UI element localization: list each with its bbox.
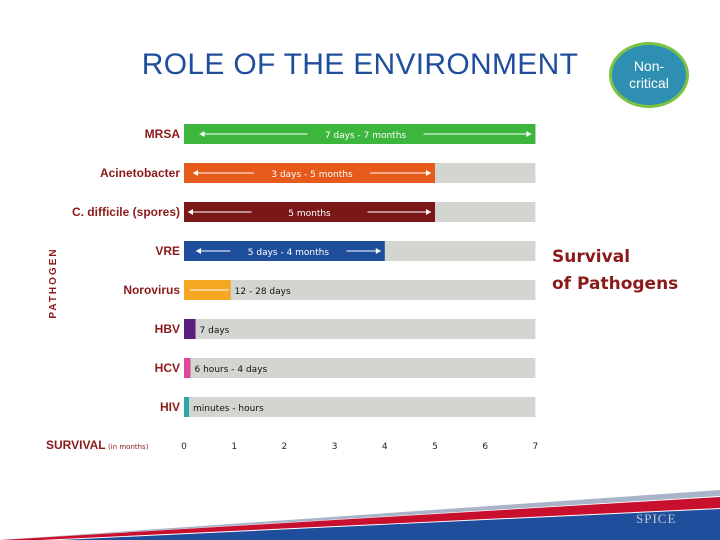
noncritical-badge: Non-critical [609,42,689,108]
label-bg [254,167,371,179]
arrowhead-left [188,209,193,215]
x-tick-label: 1 [231,442,237,452]
label-bg [230,245,347,257]
bar-data-label: minutes - hours [193,404,264,414]
y-axis-label: PATHOGEN [48,247,59,318]
arrowhead-left [199,131,205,137]
stripe-red [0,497,720,540]
x-axis-label: SURVIVAL [46,438,106,452]
chart-title-line2: of Pathogens [552,274,678,294]
track-6 [184,358,536,378]
bar-5 [184,319,196,339]
bar-data-label: 12 - 28 days [235,287,291,297]
label-bg [307,128,424,140]
track-7 [184,397,536,417]
x-tick-label: 7 [533,442,539,452]
bar-7 [184,397,189,417]
arrowhead-left [196,248,202,254]
arrowhead-right [375,248,381,254]
arrowhead-left [193,170,199,176]
x-tick-label: 2 [282,442,288,452]
slide-title: ROLE OF THE ENVIRONMENT [141,48,579,81]
chart-title-line1: Survival [552,247,630,267]
corner-stripes [0,490,720,540]
x-tick-label: 6 [482,442,488,452]
bar-data-label: 5 days - 4 months [248,248,330,258]
x-tick-label: 0 [181,442,187,452]
track-4 [184,280,536,300]
pathogen-label: HBV [155,322,180,336]
bar-data-label: 5 months [288,209,331,219]
bar-data-label: 6 hours - 4 days [195,365,268,375]
x-tick-label: 4 [382,442,388,452]
label-bg [251,206,368,218]
pathogen-label: Acinetobacter [100,166,180,180]
x-tick-label: 5 [432,442,438,452]
x-axis-label-note: (in months) [108,443,149,451]
pathogen-label: HIV [160,400,180,414]
arrowhead-right [426,209,431,215]
arrowhead-right [426,170,431,176]
x-tick-label: 3 [332,442,338,452]
bar-data-label: 3 days - 5 months [271,170,353,180]
arrowhead-right [526,131,532,137]
pathogen-label: Norovirus [123,283,180,297]
bar-data-label: 7 days [200,326,230,336]
pathogen-label: C. difficile (spores) [72,205,180,219]
pathogen-label: HCV [155,361,180,375]
spice-watermark-logo: SPICE [636,511,677,526]
pathogen-label: MRSA [145,127,181,141]
bar-6 [184,358,191,378]
stripe-blue [60,509,720,540]
track-5 [184,319,536,339]
stripe-light [0,490,720,540]
pathogen-label: VRE [155,244,180,258]
bar-data-label: 7 days - 7 months [325,131,407,141]
